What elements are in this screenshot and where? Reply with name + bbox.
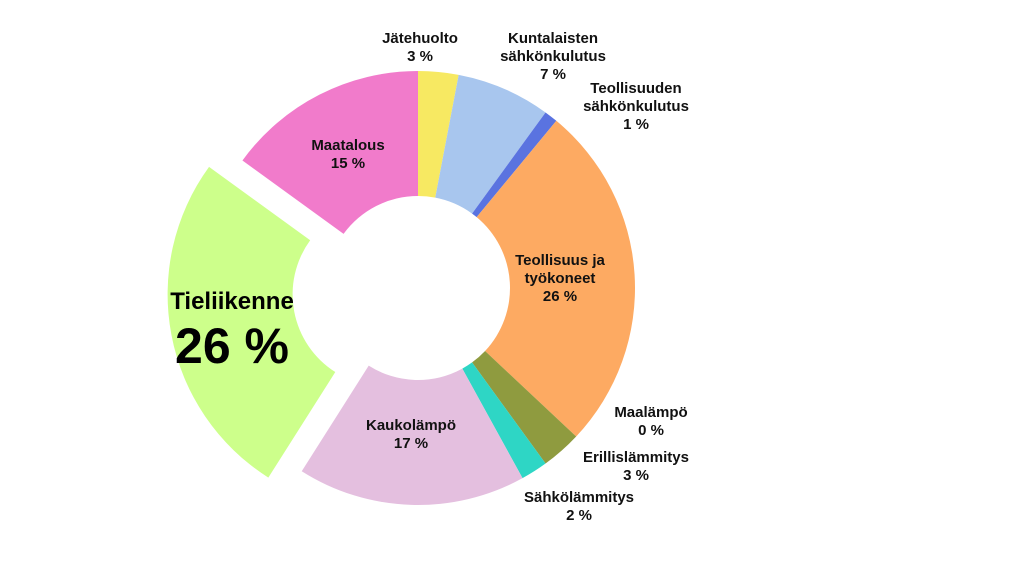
label-name-maatalous-0: Maatalous bbox=[311, 137, 384, 154]
label-name-teollisuuden-sahkonkulutus-1: sähkönkulutus bbox=[583, 98, 689, 115]
label-value-sahkolammitys: 2 % bbox=[566, 507, 592, 524]
label-value-tieliikenne: 26 % bbox=[175, 318, 289, 374]
slice-teollisuuden-sahkonkulutus bbox=[472, 112, 557, 218]
slice-maatalous bbox=[242, 71, 418, 234]
slice-tieliikenne bbox=[167, 166, 336, 478]
slice-teollisuus-ja-tyokoneet bbox=[476, 120, 636, 437]
label-name-maalampo-0: Maalämpö bbox=[614, 404, 687, 421]
label-name-erillislammitys-0: Erillislämmitys bbox=[583, 449, 689, 466]
label-value-jatehuolto: 3 % bbox=[407, 48, 433, 65]
label-value-teollisuuden-sahkonkulutus: 1 % bbox=[623, 116, 649, 133]
slice-kaukolampo bbox=[301, 365, 523, 505]
slice-erillislammitys bbox=[472, 350, 577, 464]
label-name-tieliikenne: Tieliikenne bbox=[170, 288, 294, 315]
label-name-teollisuuden-sahkonkulutus-0: Teollisuuden bbox=[590, 80, 681, 97]
label-tieliikenne: Tieliikenne 26 % bbox=[170, 288, 294, 374]
slice-jatehuolto bbox=[418, 71, 459, 198]
label-name-kaukolampo-0: Kaukolämpö bbox=[366, 417, 456, 434]
label-value-kaukolampo: 17 % bbox=[394, 435, 428, 452]
label-name-teollisuus-ja-tyokoneet-1: työkoneet bbox=[525, 270, 596, 287]
label-value-maatalous: 15 % bbox=[331, 155, 365, 172]
label-value-teollisuus-ja-tyokoneet: 26 % bbox=[543, 288, 577, 305]
label-name-teollisuus-ja-tyokoneet-0: Teollisuus ja bbox=[515, 252, 605, 269]
slices-layer bbox=[167, 71, 636, 505]
label-value-maalampo: 0 % bbox=[638, 422, 664, 439]
label-value-erillislammitys: 3 % bbox=[623, 467, 649, 484]
slice-kuntalaisten-sahkonkulutus bbox=[435, 74, 546, 214]
slice-sahkolammitys bbox=[462, 362, 546, 479]
label-name-jatehuolto-0: Jätehuolto bbox=[382, 30, 458, 47]
label-name-kuntalaisten-sahkonkulutus-1: sähkönkulutus bbox=[500, 48, 606, 65]
label-name-kuntalaisten-sahkonkulutus-0: Kuntalaisten bbox=[508, 30, 598, 47]
label-value-kuntalaisten-sahkonkulutus: 7 % bbox=[540, 66, 566, 83]
label-name-sahkolammitys-0: Sähkölämmitys bbox=[524, 489, 634, 506]
